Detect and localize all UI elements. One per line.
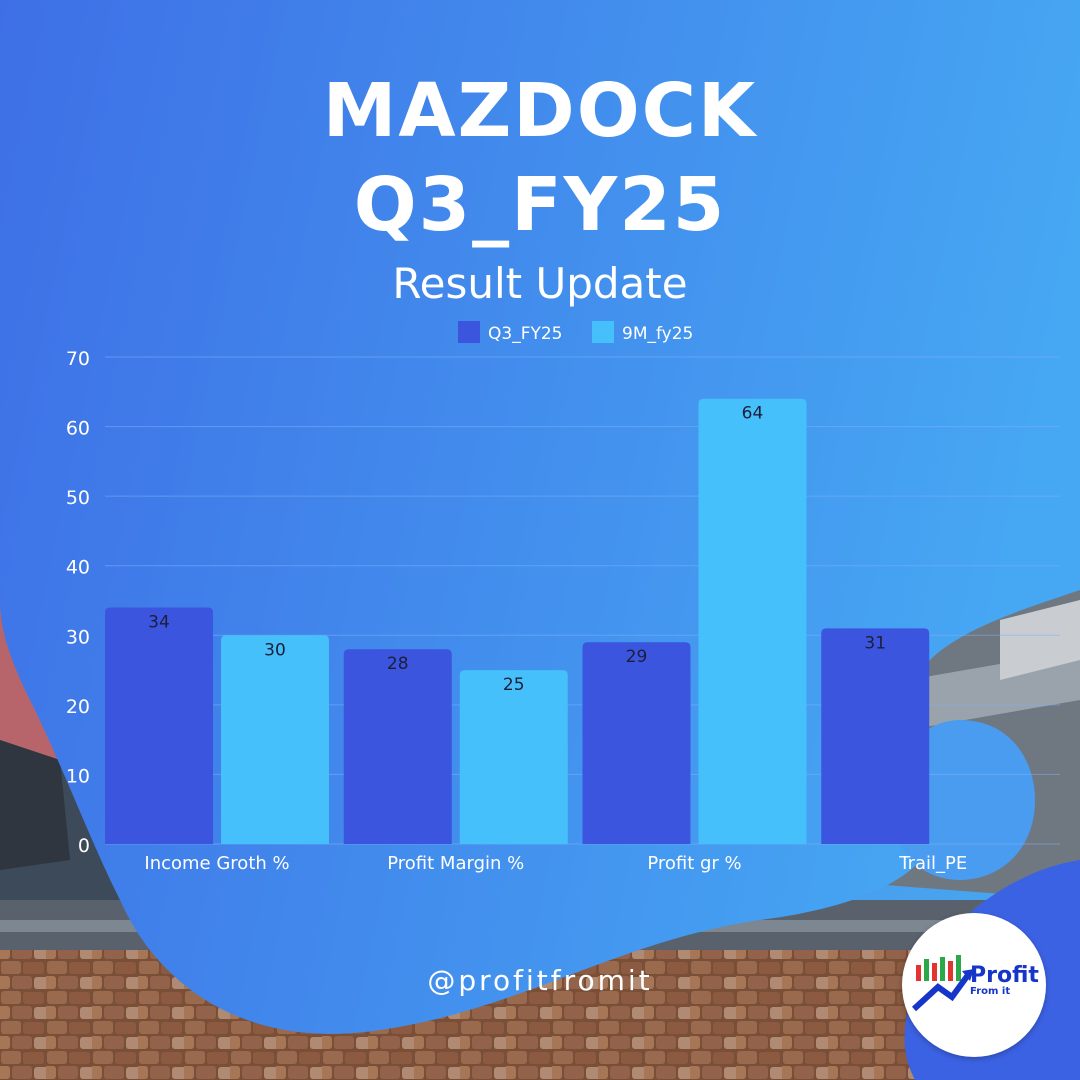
y-tick-label: 0 bbox=[78, 835, 90, 857]
y-axis-ticks: 0 10 20 30 40 50 60 70 bbox=[66, 348, 90, 857]
bars bbox=[105, 398, 930, 844]
bar bbox=[105, 607, 213, 844]
chart-logo-icon bbox=[911, 955, 974, 1012]
legend-label: Q3_FY25 bbox=[488, 324, 563, 344]
y-tick-label: 70 bbox=[66, 348, 90, 370]
chart-subtitle: Result Update bbox=[392, 259, 688, 308]
y-tick-label: 50 bbox=[66, 487, 90, 509]
bar bbox=[221, 635, 329, 844]
bar bbox=[459, 670, 568, 844]
x-tick-label: Trail_PE bbox=[898, 853, 967, 874]
social-handle: @profitfromit bbox=[427, 964, 653, 997]
legend-label: 9M_fy25 bbox=[622, 324, 693, 344]
bar bbox=[821, 628, 930, 844]
bar-value-label: 31 bbox=[864, 633, 886, 653]
legend: Q3_FY25 9M_fy25 bbox=[458, 321, 693, 344]
x-axis-ticks: Income Groth % Profit Margin % Profit gr %… bbox=[144, 853, 967, 874]
y-tick-label: 40 bbox=[66, 557, 90, 579]
bar-value-label: 30 bbox=[264, 640, 286, 660]
bar bbox=[343, 649, 452, 844]
x-tick-label: Profit gr % bbox=[647, 853, 741, 874]
bar bbox=[582, 642, 691, 844]
logo-brand-subtext: From it bbox=[970, 986, 1011, 997]
legend-swatch bbox=[458, 321, 480, 343]
bar-value-label: 29 bbox=[626, 647, 648, 667]
bar-value-label: 64 bbox=[742, 404, 764, 424]
y-tick-label: 60 bbox=[66, 418, 90, 440]
y-tick-label: 10 bbox=[66, 765, 90, 787]
bar-value-label: 28 bbox=[387, 654, 409, 674]
logo-brand-text: Profit bbox=[970, 963, 1039, 988]
x-tick-label: Income Groth % bbox=[144, 853, 289, 874]
bar-value-label: 34 bbox=[148, 612, 170, 632]
legend-swatch bbox=[592, 321, 614, 343]
bar bbox=[698, 398, 807, 844]
chart-title-line1: MAZDOCK bbox=[322, 68, 758, 154]
chart-title-line2: Q3_FY25 bbox=[353, 162, 727, 248]
y-tick-label: 20 bbox=[66, 696, 90, 718]
brand-logo bbox=[902, 913, 1046, 1057]
x-tick-label: Profit Margin % bbox=[387, 853, 524, 874]
bar-value-label: 25 bbox=[503, 675, 525, 695]
y-tick-label: 30 bbox=[66, 626, 90, 648]
data-labels: 34 30 28 25 29 64 31 bbox=[148, 404, 886, 695]
bar-chart: 0 10 20 30 40 50 60 70 34 30 28 25 29 64 31 Income Gr… bbox=[66, 321, 1060, 874]
